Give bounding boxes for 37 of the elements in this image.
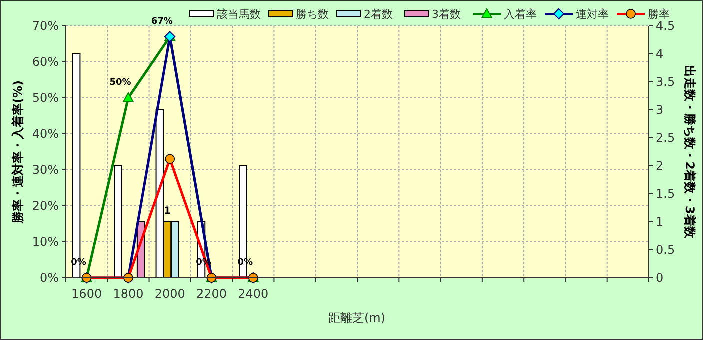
- x-tick-label: 1800: [113, 287, 144, 301]
- y-tick-label: 30%: [32, 163, 59, 177]
- y-tick-label: 20%: [32, 199, 59, 213]
- legend-label: 2着数: [364, 8, 393, 21]
- data-label: 67%: [151, 16, 173, 27]
- y2-tick-label: 1: [656, 215, 664, 229]
- x-tick-label: 2400: [238, 287, 269, 301]
- y2-tick-label: 2: [656, 159, 664, 173]
- legend-label: 該当馬数: [217, 8, 261, 21]
- y-tick-label: 10%: [32, 235, 59, 249]
- y-tick-label: 60%: [32, 55, 59, 69]
- y2-tick-label: 2.5: [656, 131, 676, 145]
- x-tick-label: 1600: [72, 287, 102, 301]
- y-tick-label: 70%: [32, 19, 59, 33]
- y2-axis-title: 出走数・勝ち数・2着数・3着数: [683, 66, 697, 240]
- y2-tick-label: 3.5: [656, 75, 676, 89]
- y-tick-label: 40%: [32, 127, 59, 141]
- y-axis-title: 勝率・連対率・入着率(%): [11, 80, 25, 224]
- data-label: 1: [164, 206, 171, 217]
- legend-label: 勝率: [648, 8, 670, 21]
- y2-tick-label: 1.5: [656, 187, 676, 201]
- point: [122, 92, 134, 102]
- data-label: 50%: [110, 78, 132, 88]
- legend-label: 3着数: [432, 8, 461, 21]
- x-tick-label: 2200: [196, 287, 228, 301]
- y2-tick-label: 0: [656, 271, 664, 285]
- legend-label: 勝ち数: [296, 8, 329, 21]
- legend-label: 入着率: [504, 8, 537, 21]
- y2-tick-label: 4: [656, 47, 664, 61]
- y-tick-label: 50%: [32, 91, 59, 105]
- y2-tick-label: 0.5: [656, 243, 676, 257]
- y2-tick-label: 3: [656, 103, 664, 117]
- x-tick-label: 2000: [154, 287, 186, 301]
- legend-label: 連対率: [576, 8, 609, 21]
- y-tick-label: 0%: [40, 271, 59, 285]
- x-axis-title: 距離芝(m): [328, 311, 386, 325]
- y2-tick-label: 4.5: [656, 19, 676, 33]
